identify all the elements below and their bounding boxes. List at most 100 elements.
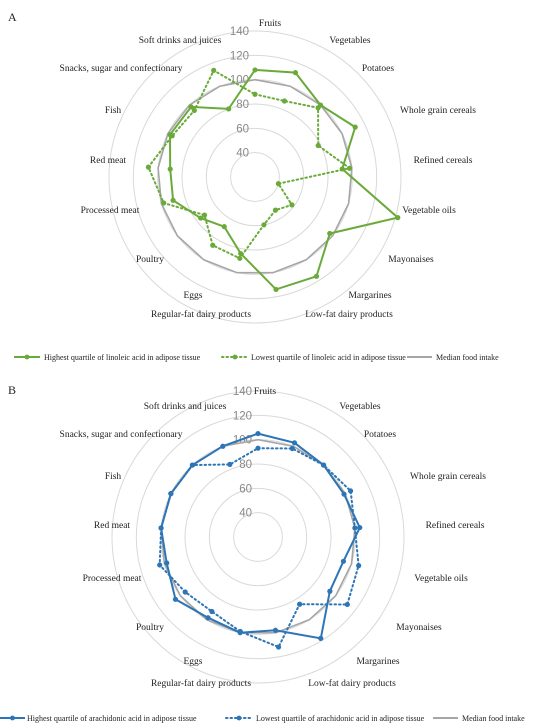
category-label: Red meat: [94, 521, 131, 531]
category-label: Fish: [105, 472, 122, 482]
category-label: Margarines: [348, 291, 391, 301]
series-point: [211, 67, 217, 73]
category-label: Vegetable oils: [402, 206, 456, 216]
series-point: [289, 445, 295, 452]
category-label: Potatoes: [362, 64, 394, 74]
category-label: Red meat: [90, 156, 127, 166]
category-label: Processed meat: [83, 574, 142, 584]
legend-marker: [24, 354, 30, 360]
category-label: Regular-fat dairy products: [151, 678, 251, 689]
grid-circle: [111, 390, 405, 684]
series-point: [210, 242, 216, 248]
series-point: [168, 491, 174, 497]
grid-circle: [208, 487, 308, 587]
tick-label: 120: [230, 50, 249, 62]
tick-label: 80: [236, 99, 249, 111]
series-point: [352, 525, 358, 531]
series-point: [255, 445, 261, 451]
series-point: [275, 644, 282, 650]
series-point: [340, 558, 347, 564]
category-label: Margarines: [356, 657, 399, 667]
series-point: [167, 166, 173, 172]
series-point: [157, 562, 163, 568]
legend-label: Highest quartile of linoleic acid in adi…: [44, 353, 201, 362]
grid-circle: [181, 103, 329, 251]
category-label: Low-fat dairy products: [305, 309, 393, 320]
series-point: [273, 286, 279, 293]
category-label: Mayonaises: [396, 623, 442, 633]
series-line: [160, 432, 361, 640]
series-point: [158, 525, 164, 531]
series-point: [315, 142, 321, 149]
category-label: Low-fat dairy products: [308, 678, 396, 689]
series-point: [272, 207, 279, 213]
category-label: Vegetables: [339, 402, 380, 412]
series-point: [297, 601, 303, 607]
series-point: [205, 615, 211, 621]
tick-label: 140: [230, 26, 249, 38]
category-label: Whole grain cereals: [400, 106, 476, 116]
series-point: [170, 197, 176, 203]
series-point: [327, 230, 333, 237]
category-label: Refined cereals: [426, 520, 485, 531]
grid-circle: [135, 414, 381, 660]
series-point: [315, 105, 321, 111]
series-point: [169, 133, 175, 139]
panel-label: A: [8, 10, 17, 24]
legend-marker: [232, 354, 238, 360]
series-point: [161, 200, 167, 206]
series-point: [289, 202, 295, 208]
series-point: [292, 70, 299, 76]
series-point: [320, 462, 327, 468]
series-point: [189, 462, 196, 468]
category-label: Snacks, sugar and confectionary: [60, 429, 183, 440]
category-label: Fruits: [259, 19, 281, 29]
series-point: [352, 124, 358, 130]
category-label: Snacks, sugar and confectionary: [60, 63, 183, 74]
series-point: [237, 255, 243, 261]
legend-label: Lowest quartile of linoleic acid in adip…: [251, 353, 406, 362]
legend-label: Lowest quartile of arachidonic acid in a…: [256, 714, 425, 723]
panel-label: B: [8, 383, 16, 397]
category-label: Refined cereals: [414, 155, 473, 166]
series-point: [291, 440, 298, 446]
tick-label: 140: [233, 386, 252, 398]
category-label: Poultry: [136, 255, 164, 265]
category-label: Fruits: [254, 387, 276, 397]
category-label: Mayonaises: [388, 255, 434, 265]
category-label: Soft drinks and juices: [139, 35, 222, 46]
series-point: [198, 215, 204, 221]
series-point: [172, 596, 179, 602]
series-point: [220, 443, 226, 449]
series-line: [168, 68, 400, 291]
series-point: [201, 212, 208, 218]
series-point: [209, 608, 215, 615]
series-point: [356, 563, 362, 569]
series-point: [313, 273, 320, 279]
series-point: [318, 635, 324, 641]
radar-chart-a: A406080100120140FruitsVegetablesPotatoes…: [8, 10, 499, 362]
series-point: [226, 106, 232, 112]
series-point: [237, 628, 243, 635]
legend-label: Median food intake: [462, 714, 525, 723]
legend-marker: [236, 715, 242, 721]
tick-label: 60: [236, 123, 249, 135]
series-point: [252, 91, 258, 97]
series-point: [252, 67, 258, 73]
category-label: Potatoes: [364, 430, 396, 440]
series-point: [344, 601, 350, 608]
grid-circle: [108, 30, 402, 324]
grid-circle: [205, 127, 305, 227]
category-label: Eggs: [184, 291, 203, 301]
legend-label: Median food intake: [436, 353, 499, 362]
series-point: [188, 104, 194, 110]
category-label: Eggs: [184, 657, 203, 667]
category-label: Whole grain cereals: [410, 472, 486, 482]
category-label: Soft drinks and juices: [144, 401, 227, 412]
tick-label: 40: [236, 148, 249, 160]
tick-label: 80: [239, 459, 252, 471]
legend-marker: [10, 715, 15, 721]
series-point: [255, 430, 261, 437]
category-label: Vegetables: [329, 36, 370, 46]
